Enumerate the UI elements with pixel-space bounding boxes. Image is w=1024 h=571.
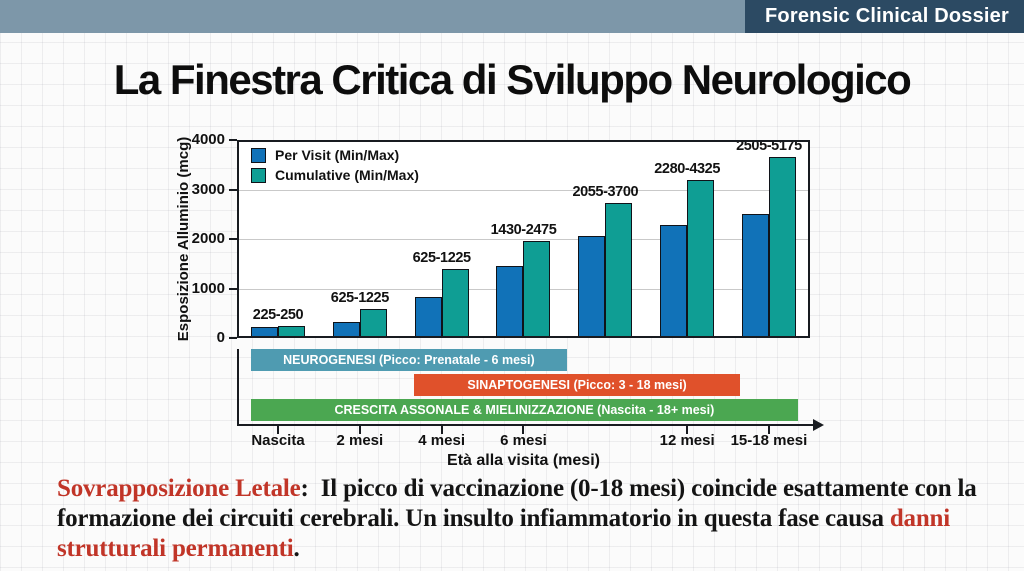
bar-group-label-1: 625-1225 [330,289,389,306]
band-2: CRESCITA ASSONALE & MIELINIZZAZIONE (Nas… [250,399,798,421]
y-tick-label-1000: 1000 [191,279,225,297]
legend-label-0: Per Visit (Min/Max) [275,147,400,163]
x-axis-spine [237,349,239,426]
band-1: SINAPTOGENESI (Picco: 3 - 18 mesi) [414,374,741,396]
cumulative-bar-4 [605,203,633,338]
development-bands: NEUROGENESI (Picco: Prenatale - 6 mesi) S… [237,349,810,424]
caption: Sovrapposizione Letale: Il picco di vacc… [57,474,1002,564]
bar-group-label-0: 225-250 [252,306,304,323]
x-tick-label-2: 4 mesi [418,432,465,449]
caption-highlight: danni strutturali permanenti [57,505,950,562]
x-tick-label-1: 2 mesi [336,432,384,449]
y-tick-mark-0 [229,337,237,339]
legend-swatch-1 [251,167,266,183]
cumulative-bar-6 [768,157,796,338]
y-tick-mark-1000 [229,287,237,290]
cumulative-bar-2 [441,269,469,338]
y-tick-label-4000: 4000 [191,131,225,148]
legend-label-1: Cumulative (Min/Max) [275,167,419,183]
x-axis-arrow-icon [813,419,824,431]
x-tick-mark-0 [277,426,279,434]
x-tick-mark-1 [358,426,361,434]
y-tick-label-0: 0 [216,329,225,346]
dossier-badge: Forensic Clinical Dossier [745,0,1024,33]
per-visit-bar-6 [741,214,769,338]
x-axis-labels: Nascita 2 mesi 4 mesi 6 mesi 12 mesi 15-18 me… [237,432,815,452]
x-tick-label-6: 15-18 mesi [730,432,808,449]
x-tick-label-0: Nascita [251,432,305,449]
cumulative-bar-1 [359,308,387,338]
legend-swatch-0 [251,147,266,163]
caption-lead: Sovrapposizione Letale [57,475,301,502]
caption-period: . [293,535,300,562]
y-tick-mark-3000 [229,188,237,191]
x-tick-mark-3 [522,426,525,434]
y-tick-label-2000: 2000 [191,230,225,247]
gridline-2000 [237,239,810,240]
legend-row-0: Per Visit (Min/Max) [251,147,419,163]
legend: Per Visit (Min/Max) Cumulative (Min/Max) [251,147,419,187]
plot-area: 225-250 625-1225 625-1225 1430-2475 2055-370… [237,138,810,338]
x-tick-mark-2 [440,426,443,434]
bar-group-label-4: 2055-3700 [572,184,639,201]
page-title: La Finestra Critica di Sviluppo Neurolog… [113,56,912,103]
cumulative-bar-3 [523,241,551,338]
bar-group-label-2: 625-1225 [412,250,471,267]
bars: 225-250 625-1225 625-1225 1430-2475 2055-370… [237,138,810,338]
cumulative-bar-0 [278,325,305,338]
legend-row-1: Cumulative (Min/Max) [251,167,419,183]
x-tick-mark-6 [767,426,770,434]
per-visit-bar-3 [496,265,524,338]
per-visit-bar-5 [660,225,688,338]
bar-group-label-6: 2505-5175 [736,138,802,155]
y-tick-mark-2000 [229,238,237,240]
aluminum-exposure-chart: Esposizione Alluminio (mcg) 225-250 625-1… [175,131,824,480]
per-visit-bar-1 [332,321,360,338]
dossier-badge-label: Forensic Clinical Dossier [765,5,1009,27]
x-tick-label-3: 6 mesi [500,432,547,449]
x-axis-title: Età alla visita (mesi) [447,452,600,469]
per-visit-bar-2 [414,296,442,338]
caption-body: : Il picco di vaccinazione (0-18 mesi) c… [57,475,977,532]
x-tick-mark-5 [686,426,689,434]
per-visit-bar-4 [578,236,606,338]
gridline-3000 [237,189,810,191]
x-tick-label-5: 12 mesi [659,432,715,449]
band-0: NEUROGENESI (Picco: Prenatale - 6 mesi) [250,349,568,371]
per-visit-bar-0 [251,326,278,338]
bar-group-label-5: 2280-4325 [654,161,721,178]
x-axis-line [237,419,824,434]
y-tick-label-3000: 3000 [191,180,225,198]
cumulative-bar-5 [687,180,715,338]
bar-group-label-3: 1430-2475 [490,222,557,239]
y-tick-mark-4000 [229,139,237,141]
